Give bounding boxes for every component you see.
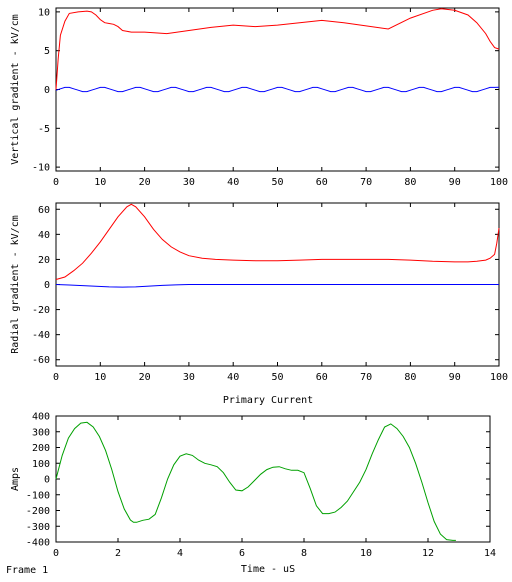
x-tick-label: 30: [183, 372, 195, 383]
x-tick-label: 90: [449, 177, 461, 188]
x-tick-label: 40: [227, 372, 239, 383]
y-tick-label: 0: [44, 85, 50, 96]
frame-label: Frame 1: [6, 565, 49, 576]
x-tick-label: 60: [316, 372, 328, 383]
y-tick-label: -100: [26, 490, 50, 501]
y-tick-label: -40: [32, 330, 50, 341]
y-tick-label: 200: [32, 443, 50, 454]
plot-frame: [55, 7, 500, 172]
x-tick-label: 50: [271, 177, 283, 188]
x-tick-label: 10: [94, 177, 106, 188]
y-tick-label: -10: [32, 163, 50, 174]
x-tick-label: 30: [183, 177, 195, 188]
y-axis-label: Radial gradient - kV/cm: [10, 215, 21, 353]
x-axis-label: Time - uS: [241, 564, 295, 575]
x-tick-label: 8: [301, 548, 307, 559]
y-tick-label: -5: [38, 124, 50, 135]
x-tick-label: 12: [422, 548, 434, 559]
y-tick-label: 300: [32, 427, 50, 438]
y-tick-label: 20: [38, 255, 50, 266]
y-tick-label: 5: [44, 46, 50, 57]
plot-frame: [55, 415, 491, 543]
series-line-0: [55, 421, 456, 541]
x-tick-label: 20: [139, 177, 151, 188]
x-tick-label: 4: [177, 548, 183, 559]
y-axis-label: Amps: [10, 467, 21, 491]
x-tick-label: 70: [360, 177, 372, 188]
x-tick-label: 100: [490, 177, 508, 188]
x-tick-label: 40: [227, 177, 239, 188]
x-tick-label: 20: [139, 372, 151, 383]
y-tick-label: 0: [44, 475, 50, 486]
y-tick-label: -400: [26, 538, 50, 549]
series-line-1: [55, 284, 499, 288]
y-tick-label: -20: [32, 305, 50, 316]
x-tick-label: 70: [360, 372, 372, 383]
y-tick-label: 100: [32, 459, 50, 470]
x-tick-label: 2: [115, 548, 121, 559]
y-axis-label: Vertical gradient - kV/cm: [10, 14, 21, 165]
vertical-gradient-chart: 0 10 20 30 40 50 60 70 80 90 100 -10 -5 0 5 10 Vertical …: [10, 7, 508, 188]
x-tick-label: 14: [484, 548, 496, 559]
chart-title: Primary Current: [223, 395, 313, 406]
series-line-1: [55, 86, 500, 93]
x-tick-label: 0: [53, 548, 59, 559]
x-tick-label: 80: [404, 372, 416, 383]
x-tick-label: 80: [404, 177, 416, 188]
y-tick-label: 60: [38, 205, 50, 216]
x-tick-label: 50: [271, 372, 283, 383]
primary-current-chart: 0 2 4 6 8 10 12 14 -400 -300 -200 -100 0 100 200 300 400…: [10, 395, 496, 575]
x-tick-label: 0: [53, 372, 59, 383]
x-tick-label: 6: [239, 548, 245, 559]
series-line-0: [55, 8, 500, 90]
series-line-0: [55, 203, 500, 280]
x-tick-label: 0: [53, 177, 59, 188]
x-tick-label: 90: [449, 372, 461, 383]
y-tick-label: 40: [38, 230, 50, 241]
y-tick-label: 400: [32, 412, 50, 423]
y-tick-label: 10: [38, 7, 50, 18]
y-tick-label: -60: [32, 355, 50, 366]
y-tick-label: 0: [44, 280, 50, 291]
x-tick-label: 100: [490, 372, 508, 383]
radial-gradient-chart: 0 10 20 30 40 50 60 70 80 90 100 -60 -40 -20 0 20 40 60 Ra…: [10, 202, 508, 383]
x-tick-label: 10: [360, 548, 372, 559]
x-tick-label: 10: [94, 372, 106, 383]
y-tick-label: -300: [26, 522, 50, 533]
x-tick-label: 60: [316, 177, 328, 188]
y-tick-label: -200: [26, 506, 50, 517]
